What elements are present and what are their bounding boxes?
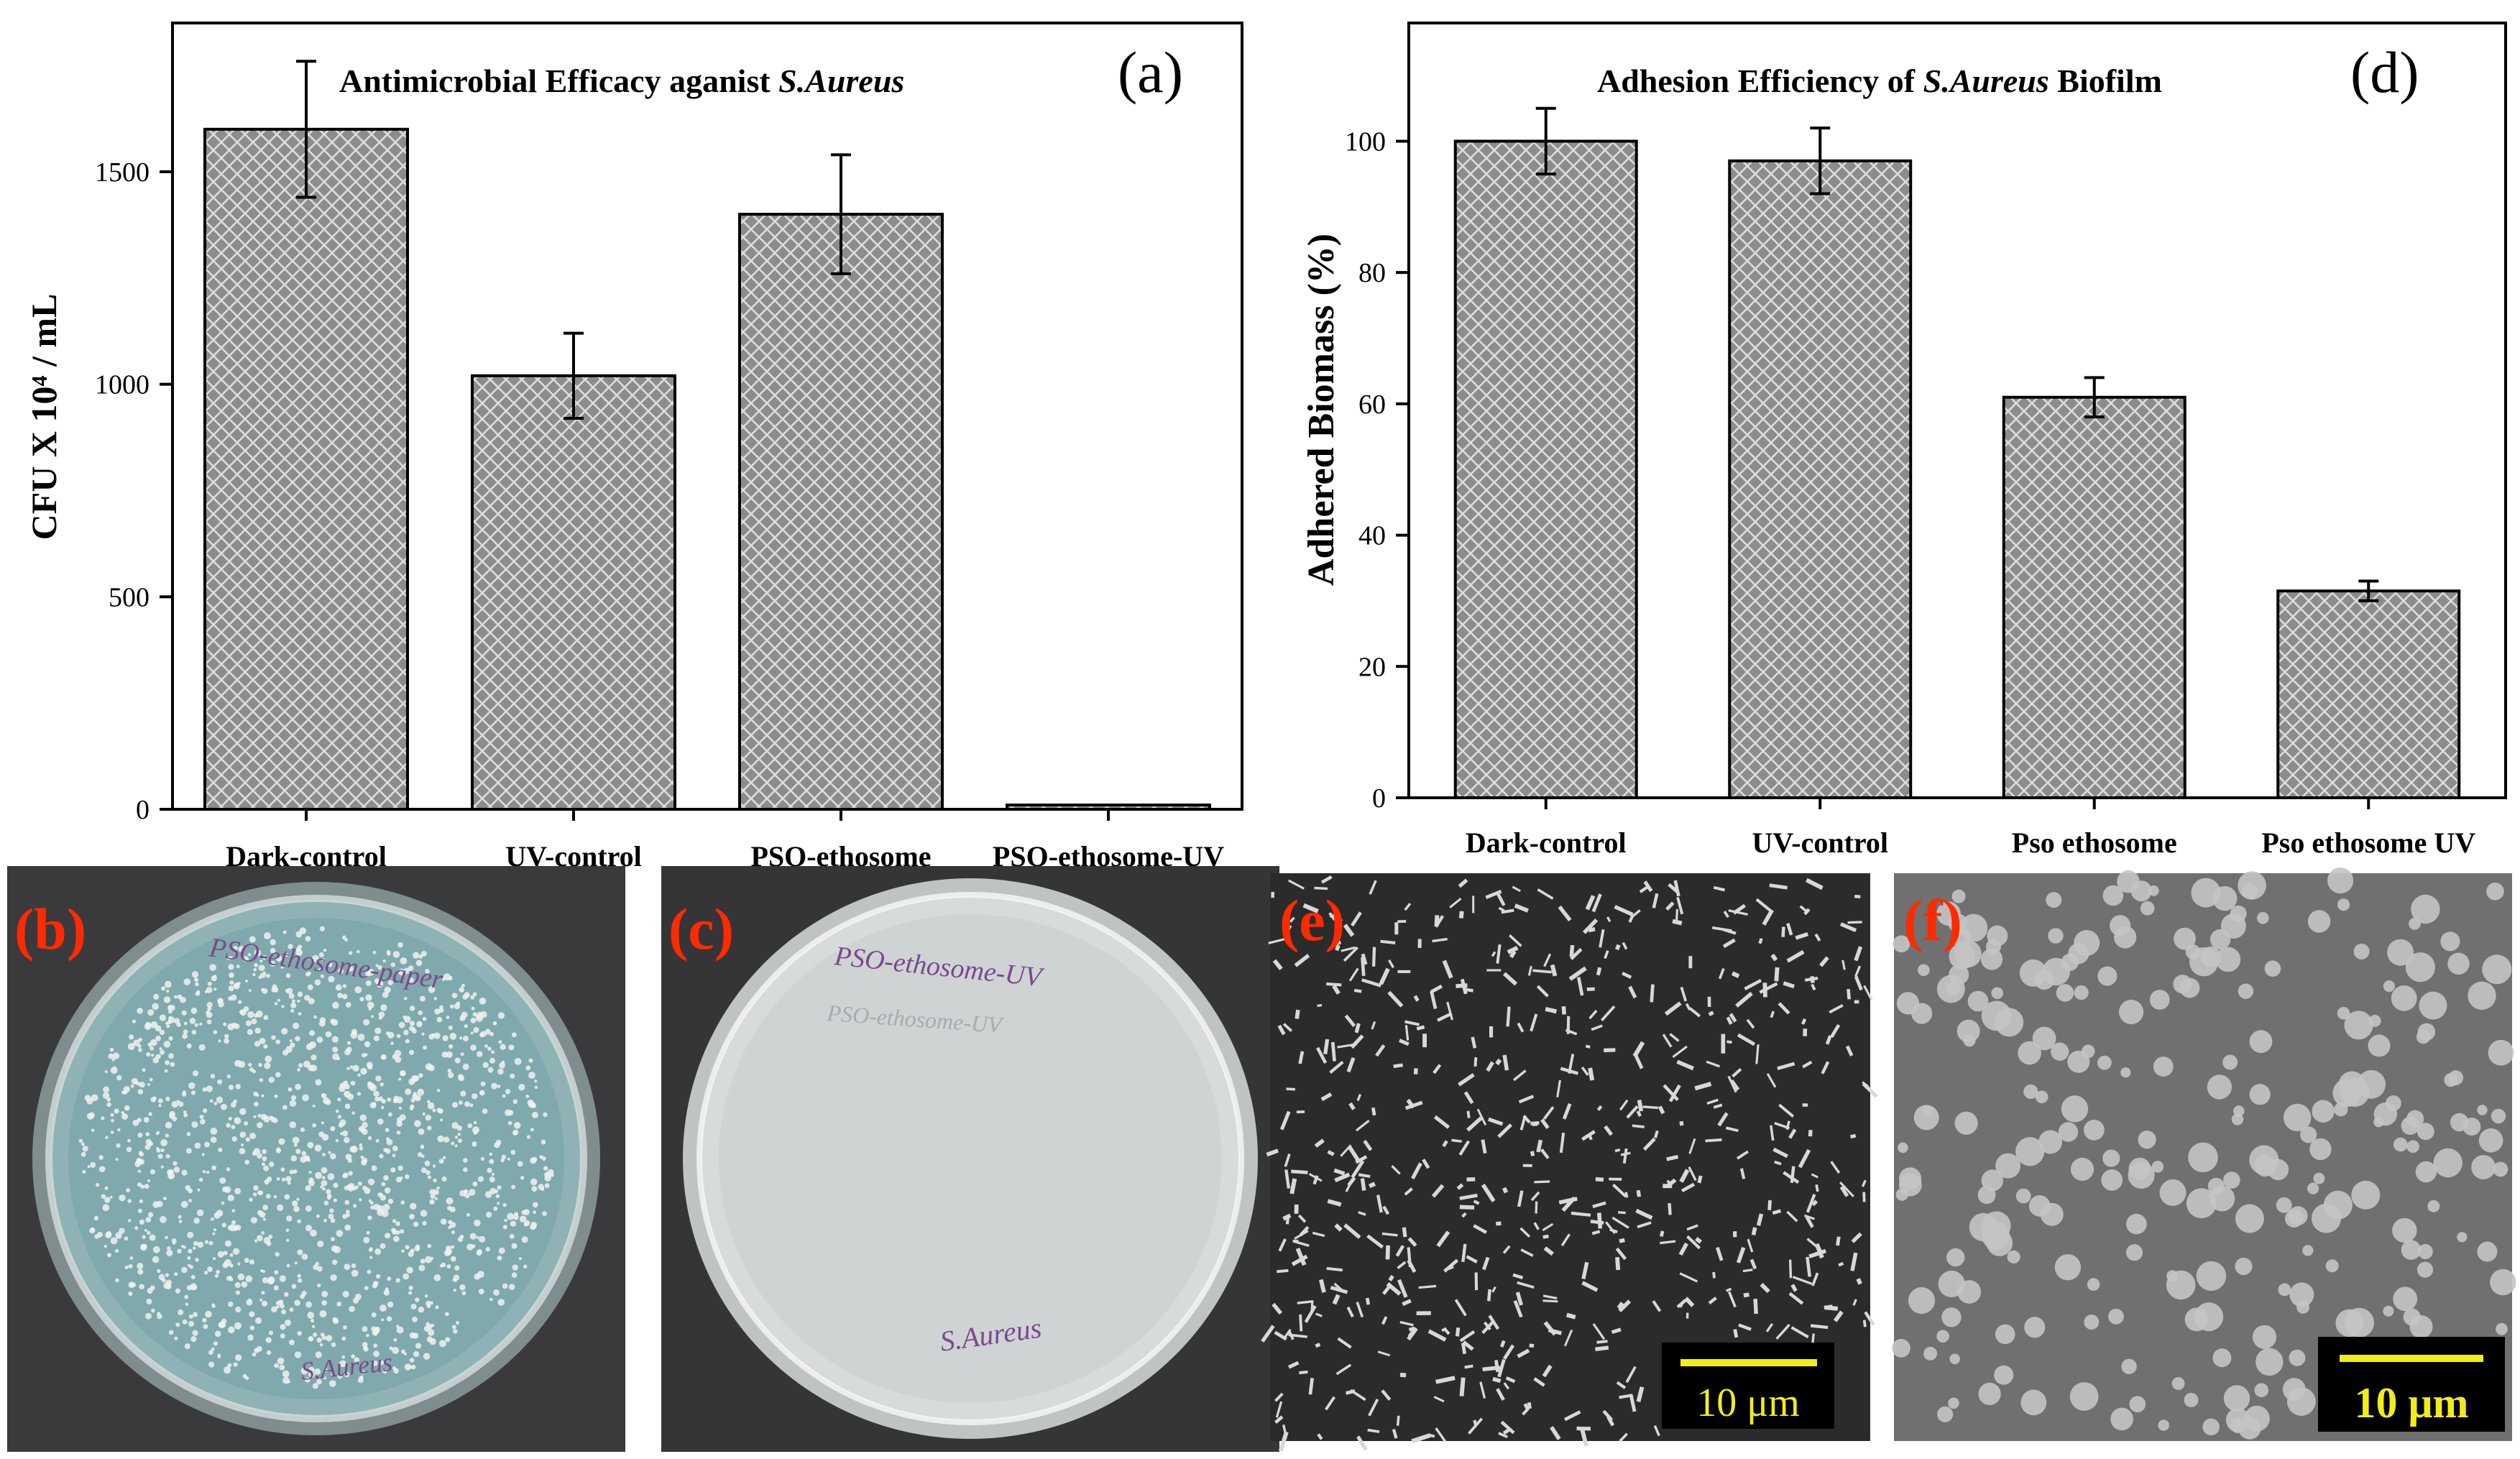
error-bar	[1535, 106, 1556, 176]
bar-dark-control	[203, 127, 409, 811]
chart-a-frame	[171, 22, 1243, 811]
bar-pso-ethosome	[738, 213, 944, 811]
chart-d-frame	[1407, 22, 2507, 799]
photo-petri-dish-colonies: PSO-ethosome-paper S.Aureus (b)	[7, 866, 625, 1452]
chart-d-title: Adhesion Efficiency of S.Aureus Biofilm	[1597, 63, 2162, 99]
chart-a: CFU X 10⁴ / mL Antimicrobial Efficacy ag…	[24, 22, 1243, 873]
bar-uv-control	[1728, 159, 1913, 799]
chart-title-text: Adhesion Efficiency of S.Aureus Biofilm	[1597, 63, 2162, 99]
y-tick-label: 80	[1358, 258, 1386, 288]
y-tick-label: 100	[1345, 126, 1386, 157]
photo-sem-dark: 10 μm (e)	[1261, 873, 1878, 1452]
y-tick-label: 20	[1358, 652, 1386, 682]
error-bar	[564, 331, 584, 420]
y-tick-label: 60	[1358, 390, 1386, 420]
y-tick-label: 1000	[95, 370, 150, 400]
chart-title-text: Antimicrobial Efficacy aganist S.Aureus	[339, 63, 904, 99]
x-tick-label: Pso ethosome UV	[2261, 827, 2475, 859]
error-bar	[831, 153, 851, 275]
photo-f-panel-label: (f)	[1903, 888, 1962, 953]
chart-a-ylabel: CFU X 10⁴ / mL	[24, 294, 64, 540]
bar-dark-control	[1453, 139, 1638, 799]
photo-f-scale-label: 10 μm	[2355, 1379, 2469, 1427]
error-bar	[1810, 126, 1831, 195]
x-tick-label: UV-control	[1752, 827, 1888, 859]
chart-a-title: Antimicrobial Efficacy aganist S.Aureus	[339, 63, 904, 99]
photo-e-panel-label: (e)	[1279, 888, 1345, 953]
y-tick-label: 500	[109, 582, 150, 612]
y-tick-label: 0	[136, 795, 150, 825]
chart-a-panel-label: (a)	[1118, 40, 1183, 105]
bar-pso-ethosome-uv	[1006, 804, 1211, 811]
photo-sem-grey: 10 μm (f)	[1892, 867, 2516, 1441]
bar-pso-ethosome	[2002, 395, 2186, 799]
chart-d-panel-label: (d)	[2350, 40, 2419, 105]
error-bar	[2084, 376, 2105, 419]
chart-d: Adhered Biomass (%) Adhesion Efficiency …	[1301, 22, 2507, 859]
bar-uv-control	[471, 374, 676, 811]
x-tick-label: Dark-control	[1466, 827, 1627, 859]
photo-b-panel-label: (b)	[14, 896, 86, 962]
photo-e-scale-label: 10 μm	[1696, 1381, 1800, 1425]
x-tick-label: Pso ethosome	[2012, 827, 2177, 859]
y-tick-label: 40	[1358, 521, 1386, 551]
y-tick-label: 1500	[95, 157, 150, 188]
photo-c-panel-label: (c)	[668, 896, 734, 962]
y-tick-label: 0	[1372, 783, 1386, 814]
bar-pso-ethosome-uv	[2276, 589, 2461, 799]
error-bar	[296, 60, 316, 199]
photo-petri-dish-clear: PSO-ethosome-UV PSO-ethosome-UV S.Aureus…	[661, 866, 1279, 1452]
chart-d-ylabel: Adhered Biomass (%)	[1301, 234, 1342, 586]
error-bar	[2358, 579, 2379, 602]
